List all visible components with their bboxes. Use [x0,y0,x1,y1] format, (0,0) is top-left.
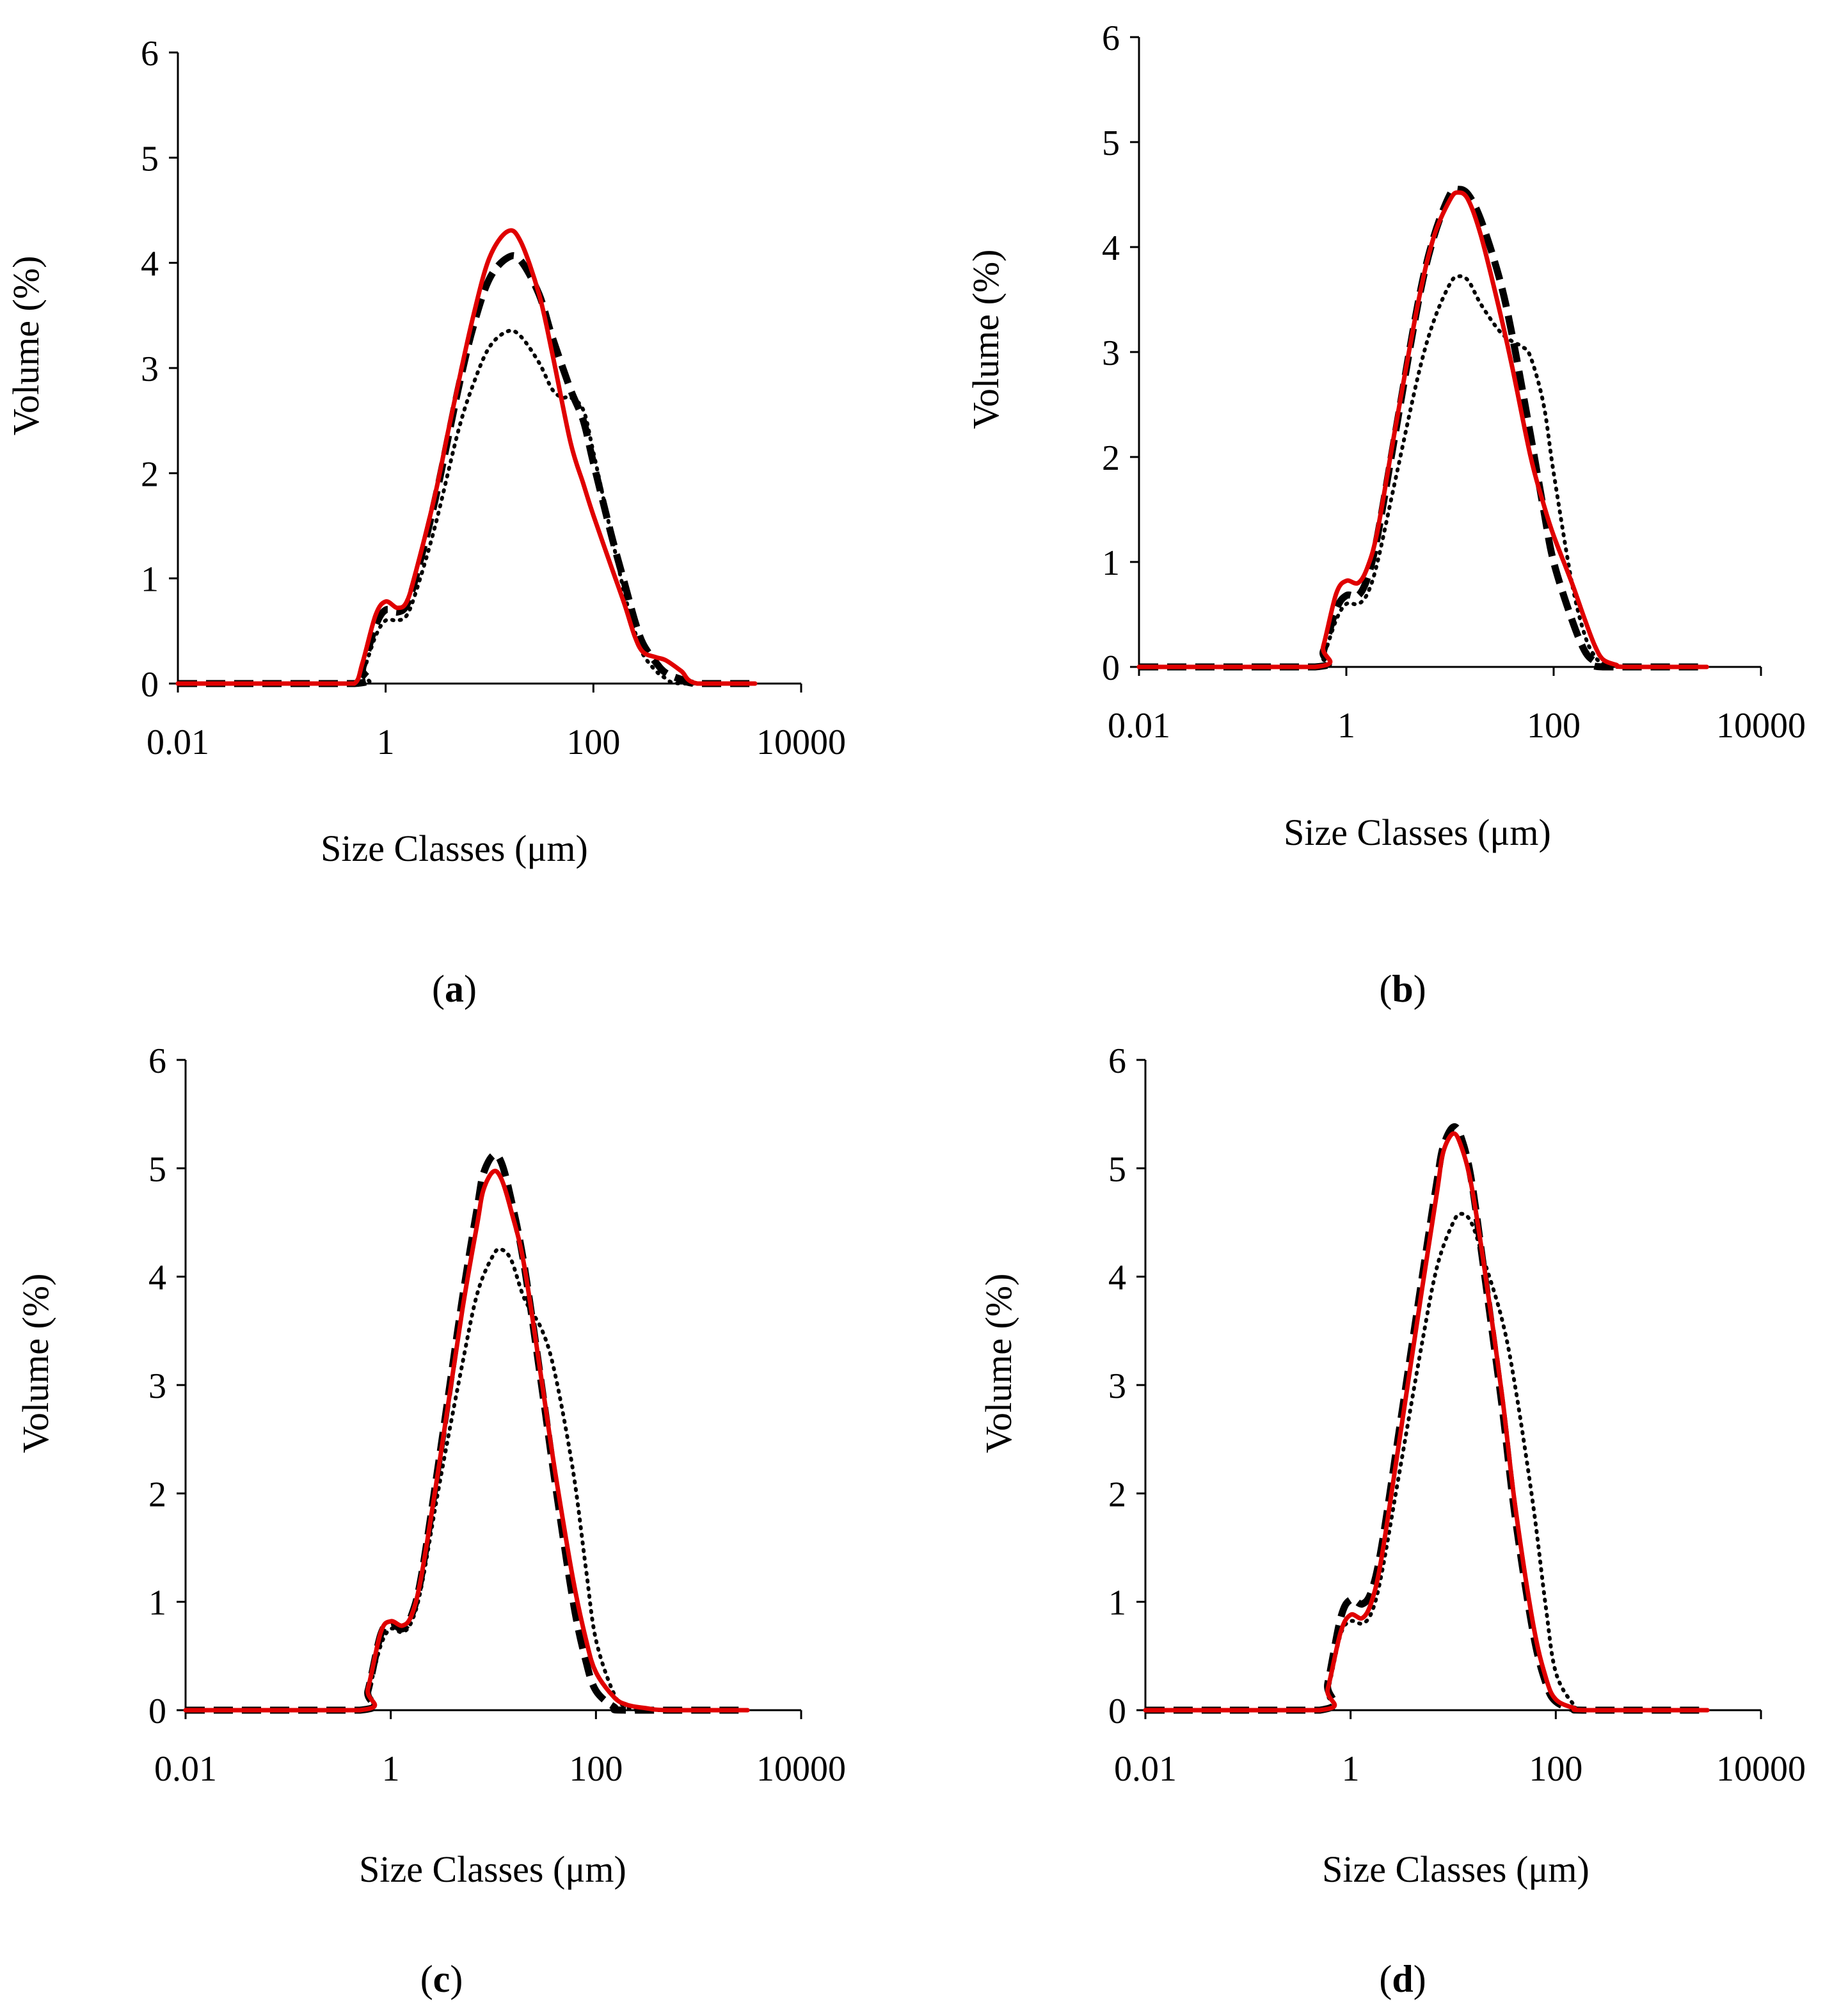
panel-b-series [1136,185,1709,671]
panel-a-y-tick-label: 4 [141,244,159,284]
panel-c-y-tick-label: 1 [148,1583,166,1623]
panel-b-xlabel: Size Classes (μm) [1284,812,1551,853]
panel-b-y-tick-label: 0 [1102,648,1120,688]
panel-a-ylabel: Volume (%) [5,256,47,436]
panel-b-y-tick-label: 1 [1102,543,1120,583]
panel-b-ylabel: Volume (%) [965,250,1007,429]
panel-d-y-tick-label: 4 [1108,1258,1126,1298]
panel-b-caption-letter: b [1392,968,1413,1010]
panel-a-y-tick-label: 1 [141,560,159,600]
panel-c-y-tick-label: 6 [148,1041,166,1081]
panel-d-xlabel: Size Classes (μm) [1322,1848,1589,1890]
panel-b-y-tick-label: 3 [1102,333,1120,373]
panel-a-series-solid [175,228,758,686]
panel-c-y-tick-label: 2 [148,1475,166,1514]
panel-d-y-tick-label: 2 [1108,1475,1126,1514]
panel-c-series-solid [183,1169,750,1713]
panel-d-ylabel: Volume (%) [978,1274,1019,1454]
panel-b-series-dashed [1138,185,1707,671]
panel-a: 0 1 2 3 4 5 6 0.01 1 100 10000 Volume (%) Size Cla… [5,34,846,1010]
panel-d-x-tick-label: 10000 [1716,1749,1806,1789]
panel-b-x-tick-label: 1 [1337,706,1355,746]
panel-c-x-tick-label: 1 [382,1749,400,1789]
panel-b-caption: (b) [1379,968,1426,1010]
panel-a-y-tick-label: 5 [141,139,159,179]
panel-a-y-tick-label: 6 [141,34,159,74]
panel-a-y-tick-label: 3 [141,349,159,389]
panel-b-x-tick-label: 100 [1527,706,1581,746]
panel-b-x-tick-label: 0.01 [1108,706,1170,746]
panel-c-series-dotted [184,1247,750,1713]
panel-c-x-tick-label: 100 [569,1749,623,1789]
panel-d-y-tick-label: 1 [1108,1583,1126,1623]
panel-b-series-solid [1136,190,1709,669]
panel-a-series-dashed [177,252,755,687]
panel-d-caption: (d) [1379,1958,1426,2000]
panel-c-series-dashed [186,1151,748,1714]
panel-b-axes: 0 1 2 3 4 5 6 0.01 1 100 10000 [1102,19,1806,746]
panel-c-y-tick-label: 5 [148,1150,166,1189]
panel-a-xlabel: Size Classes (μm) [321,828,588,869]
panel-a-y-tick-label: 2 [141,454,159,494]
panel-d-x-tick-label: 0.01 [1114,1749,1177,1789]
panel-d-caption-letter: d [1392,1958,1413,2000]
panel-d-y-tick-label: 0 [1108,1692,1126,1731]
panel-d-series-dotted [1143,1212,1710,1713]
panel-b-y-tick-label: 6 [1102,19,1120,58]
panel-a-caption: (a) [432,968,477,1010]
panel-a-series-dotted [176,328,757,686]
panel-a-axes: 0 1 2 3 4 5 6 0.01 1 100 10000 [141,34,846,762]
panel-c: 0 1 2 3 4 5 6 0.01 1 100 10000 Volume (%) Size Cla… [15,1041,846,2000]
panel-b-x-tick-label: 10000 [1716,706,1806,746]
panel-b-series-dotted [1137,274,1709,669]
panel-a-x-tick-label: 100 [566,723,620,762]
panel-a-y-tick-label: 0 [141,665,159,705]
panel-d-y-tick-label: 5 [1108,1150,1126,1189]
panel-d-axes: 0 1 2 3 4 5 6 0.01 1 100 10000 [1108,1041,1806,1789]
panel-d-series-solid [1143,1131,1710,1713]
panel-d-y-tick-label: 6 [1108,1041,1126,1081]
panel-c-xlabel: Size Classes (μm) [359,1848,626,1890]
panel-c-x-tick-label: 10000 [756,1749,846,1789]
panel-d-series-dashed [1145,1123,1708,1714]
panel-d: 0 1 2 3 4 5 6 0.01 1 100 10000 Volume (%) Size Cla… [978,1041,1806,2000]
panel-b-y-tick-label: 5 [1102,124,1120,163]
panel-c-ylabel: Volume (%) [15,1274,56,1454]
panel-c-caption-letter: c [433,1958,450,2000]
panel-d-series [1143,1123,1710,1714]
panel-a-caption-letter: a [445,968,464,1010]
panel-c-x-tick-label: 0.01 [154,1749,217,1789]
panel-c-y-tick-label: 3 [148,1366,166,1406]
panel-a-x-tick-label: 0.01 [147,723,209,762]
panel-c-y-tick-label: 4 [148,1258,166,1298]
panel-b: 0 1 2 3 4 5 6 0.01 1 100 10000 Volume (%) Size Cla… [965,19,1806,1010]
panel-d-x-tick-label: 100 [1529,1749,1582,1789]
panel-a-x-tick-label: 1 [377,723,395,762]
panel-c-axes: 0 1 2 3 4 5 6 0.01 1 100 10000 [148,1041,846,1789]
panel-a-series [175,228,758,687]
panel-b-y-tick-label: 4 [1102,228,1120,268]
panel-c-caption: (c) [420,1958,463,2000]
panel-c-y-tick-label: 0 [148,1692,166,1731]
panel-d-y-tick-label: 3 [1108,1366,1126,1406]
panel-c-series [183,1151,750,1714]
panel-b-y-tick-label: 2 [1102,438,1120,478]
panel-a-x-tick-label: 10000 [756,723,846,762]
panel-d-x-tick-label: 1 [1342,1749,1360,1789]
